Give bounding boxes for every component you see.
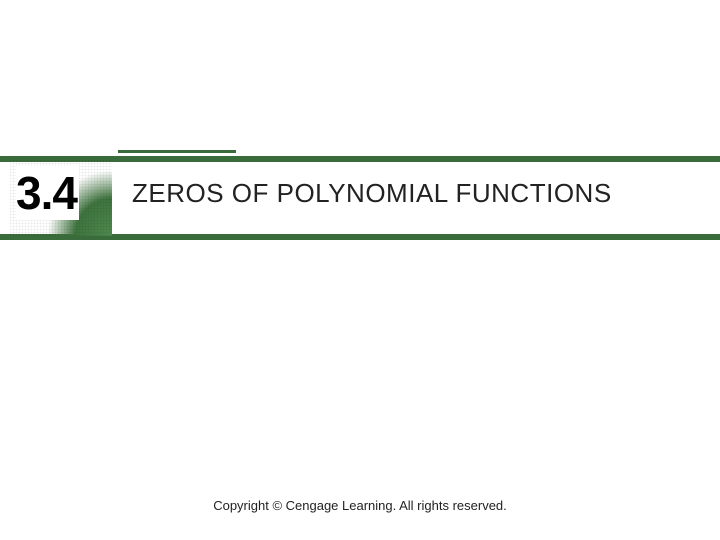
section-number-block: 3.4	[10, 158, 112, 236]
accent-short-line	[118, 150, 236, 153]
slide: 3.4 ZEROS OF POLYNOMIAL FUNCTIONS Copyri…	[0, 0, 720, 540]
section-number: 3.4	[16, 166, 79, 220]
copyright-text: Copyright © Cengage Learning. All rights…	[0, 498, 720, 513]
section-title: ZEROS OF POLYNOMIAL FUNCTIONS	[132, 178, 612, 209]
